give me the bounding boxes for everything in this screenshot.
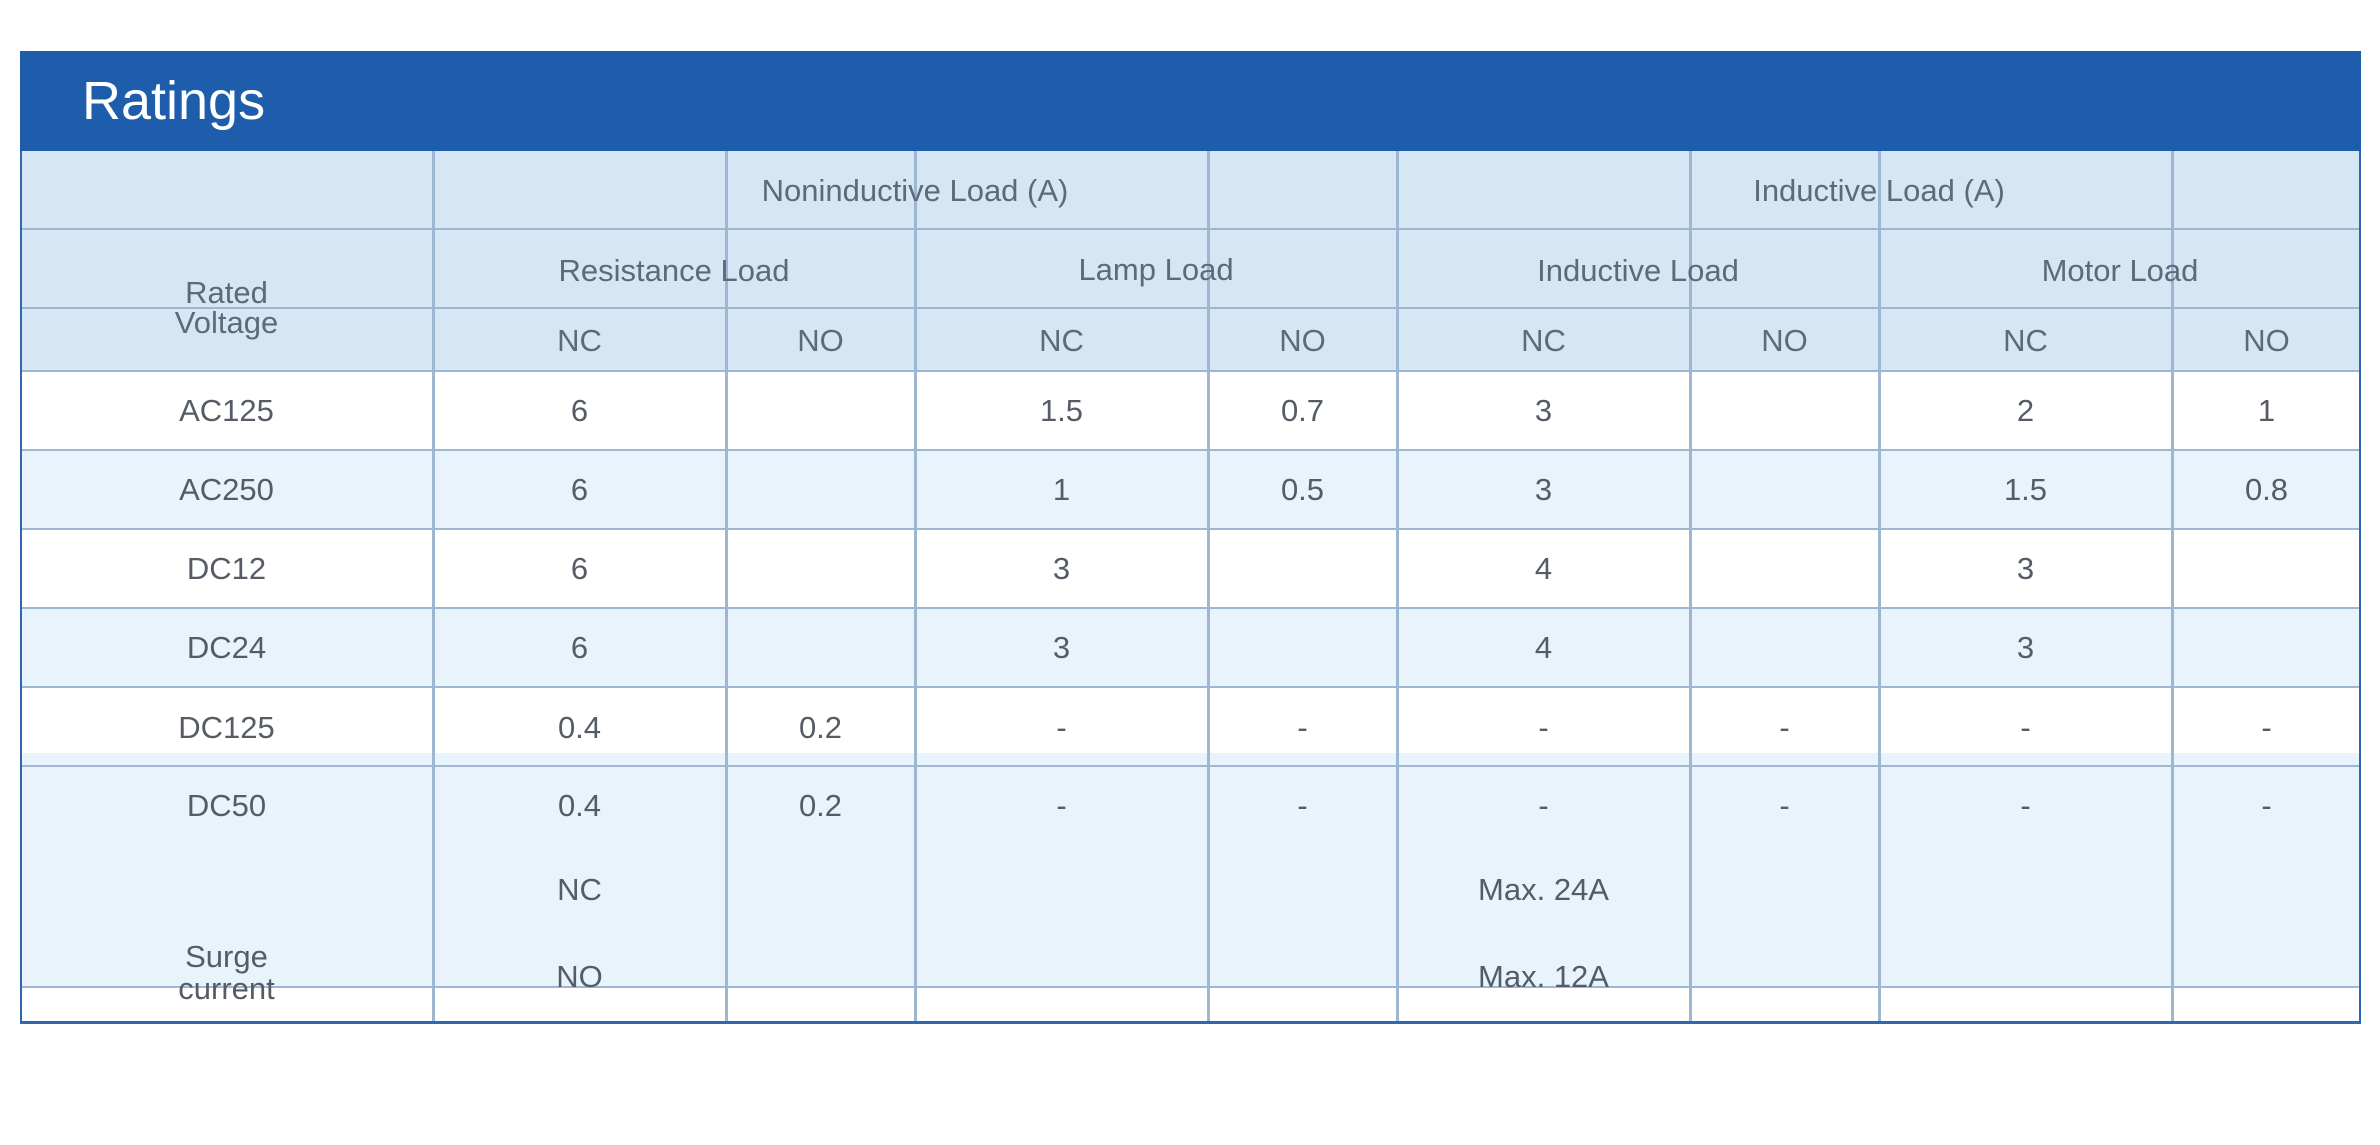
- rating-value-cell: 0.7: [1280, 393, 1325, 428]
- rating-value-cell: -: [2020, 710, 2031, 745]
- rating-value-cell: 3: [2016, 551, 2035, 586]
- rating-value-cell: 3: [2016, 630, 2035, 665]
- grid-line-horizontal: [20, 228, 2361, 230]
- rating-value-cell: 0.4: [557, 788, 602, 823]
- contact-type-header: NO: [2243, 323, 2290, 358]
- rating-value-cell: 4: [1534, 551, 1553, 586]
- table-row-background: [20, 608, 2361, 687]
- inductive-load-group-header: Inductive Load (A): [1753, 173, 2005, 208]
- rated-voltage-cell: DC50: [186, 788, 267, 823]
- grid-line-vertical: [1207, 151, 1210, 1023]
- inductive-load-header: Inductive Load: [1537, 253, 1739, 288]
- table-row-background: [20, 450, 2361, 529]
- lamp-load-header: Lamp Load: [1078, 252, 1234, 287]
- grid-line-vertical: [1396, 151, 1399, 1023]
- rating-value-cell: -: [2261, 710, 2272, 745]
- rating-value-cell: -: [1056, 710, 1067, 745]
- rating-value-cell: -: [2261, 788, 2272, 823]
- rating-value-cell: 0.2: [798, 788, 843, 823]
- rating-value-cell: 1.5: [2003, 472, 2048, 507]
- grid-line-horizontal: [20, 370, 2361, 372]
- rating-value-cell: -: [2020, 788, 2031, 823]
- table-frame-left: [20, 151, 22, 1023]
- contact-header-background: [20, 308, 915, 371]
- table-row-background: [20, 987, 2361, 1023]
- rating-value-cell: 2: [2016, 393, 2035, 428]
- rating-value-cell: 0.2: [798, 710, 843, 745]
- grid-line-horizontal: [20, 686, 2361, 688]
- rating-value-cell: 0.4: [557, 710, 602, 745]
- ratings-table: Ratings Rated Voltage Noninductive Load (A…: [20, 51, 2361, 1024]
- rating-value-cell: 6: [570, 472, 589, 507]
- grid-line-vertical: [432, 151, 435, 1023]
- contact-type-header: NC: [1039, 323, 1084, 358]
- surge-nc-label: NC: [557, 872, 602, 907]
- rated-voltage-cell: DC12: [186, 551, 267, 586]
- rating-value-cell: -: [1056, 788, 1067, 823]
- table-frame-right: [2359, 151, 2361, 1023]
- table-row-background: [20, 753, 2361, 987]
- contact-type-header: NC: [1521, 323, 1566, 358]
- rating-value-cell: 3: [1534, 472, 1553, 507]
- table-row-background: [20, 371, 2361, 450]
- grid-line-vertical: [914, 151, 917, 1023]
- rated-voltage-cell: AC125: [179, 393, 274, 428]
- rated-voltage-header: Voltage: [174, 305, 279, 340]
- rated-voltage-cell: DC24: [186, 630, 267, 665]
- rated-voltage-header: Rated: [185, 275, 268, 310]
- rating-value-cell: 0.5: [1280, 472, 1325, 507]
- rating-value-cell: 6: [570, 551, 589, 586]
- rating-value-cell: 3: [1534, 393, 1553, 428]
- contact-type-header: NC: [557, 323, 602, 358]
- rated-voltage-cell: AC250: [179, 472, 274, 507]
- noninductive-load-header: Noninductive Load (A): [761, 173, 1069, 208]
- rating-value-cell: 0.8: [2244, 472, 2289, 507]
- surge-current-label: Surge: [185, 939, 268, 974]
- surge-current-label: current: [178, 971, 275, 1006]
- grid-line-vertical: [2171, 151, 2174, 1023]
- ratings-grid: Rated Voltage Noninductive Load (A) Inducti…: [20, 151, 2361, 1024]
- rated-voltage-cell: DC125: [178, 710, 275, 745]
- rating-value-cell: -: [1538, 788, 1549, 823]
- surge-no-value: Max. 12A: [1478, 959, 1609, 994]
- rating-value-cell: 6: [570, 630, 589, 665]
- surge-nc-value: Max. 24A: [1478, 872, 1609, 907]
- grid-line-horizontal: [20, 765, 2361, 767]
- table-frame-bottom: [20, 1021, 2361, 1024]
- motor-load-header: Motor Load: [2041, 253, 2199, 288]
- rating-value-cell: 3: [1052, 551, 1071, 586]
- rating-value-cell: 3: [1052, 630, 1071, 665]
- table-row-background: [20, 529, 2361, 608]
- table-row-background: [20, 687, 2361, 766]
- rating-value-cell: 1.5: [1039, 393, 1084, 428]
- rating-value-cell: -: [1779, 788, 1790, 823]
- grid-line-vertical: [725, 151, 728, 1023]
- rating-value-cell: 1: [1052, 472, 1071, 507]
- grid-line-horizontal: [20, 307, 2361, 309]
- ratings-header-bar: Ratings: [20, 51, 2361, 151]
- rating-value-cell: -: [1779, 710, 1790, 745]
- grid-line-horizontal: [20, 528, 2361, 530]
- contact-type-header: NO: [797, 323, 844, 358]
- rating-value-cell: 4: [1534, 630, 1553, 665]
- surge-no-label: NO: [556, 959, 603, 994]
- grid-line-horizontal: [20, 449, 2361, 451]
- grid-line-horizontal: [20, 607, 2361, 609]
- ratings-title: Ratings: [82, 71, 266, 131]
- rating-value-cell: -: [1297, 788, 1308, 823]
- rating-value-cell: -: [1538, 710, 1549, 745]
- grid-line-vertical: [1689, 151, 1692, 1023]
- contact-type-header: NO: [1279, 323, 1326, 358]
- contact-type-header: NO: [1761, 323, 1808, 358]
- rating-value-cell: 1: [2257, 393, 2276, 428]
- grid-line-horizontal: [20, 986, 2361, 988]
- rating-value-cell: -: [1297, 710, 1308, 745]
- resistance-load-header: Resistance Load: [558, 253, 790, 288]
- grid-line-vertical: [1878, 151, 1881, 1023]
- rating-value-cell: 6: [570, 393, 589, 428]
- contact-type-header: NC: [2003, 323, 2048, 358]
